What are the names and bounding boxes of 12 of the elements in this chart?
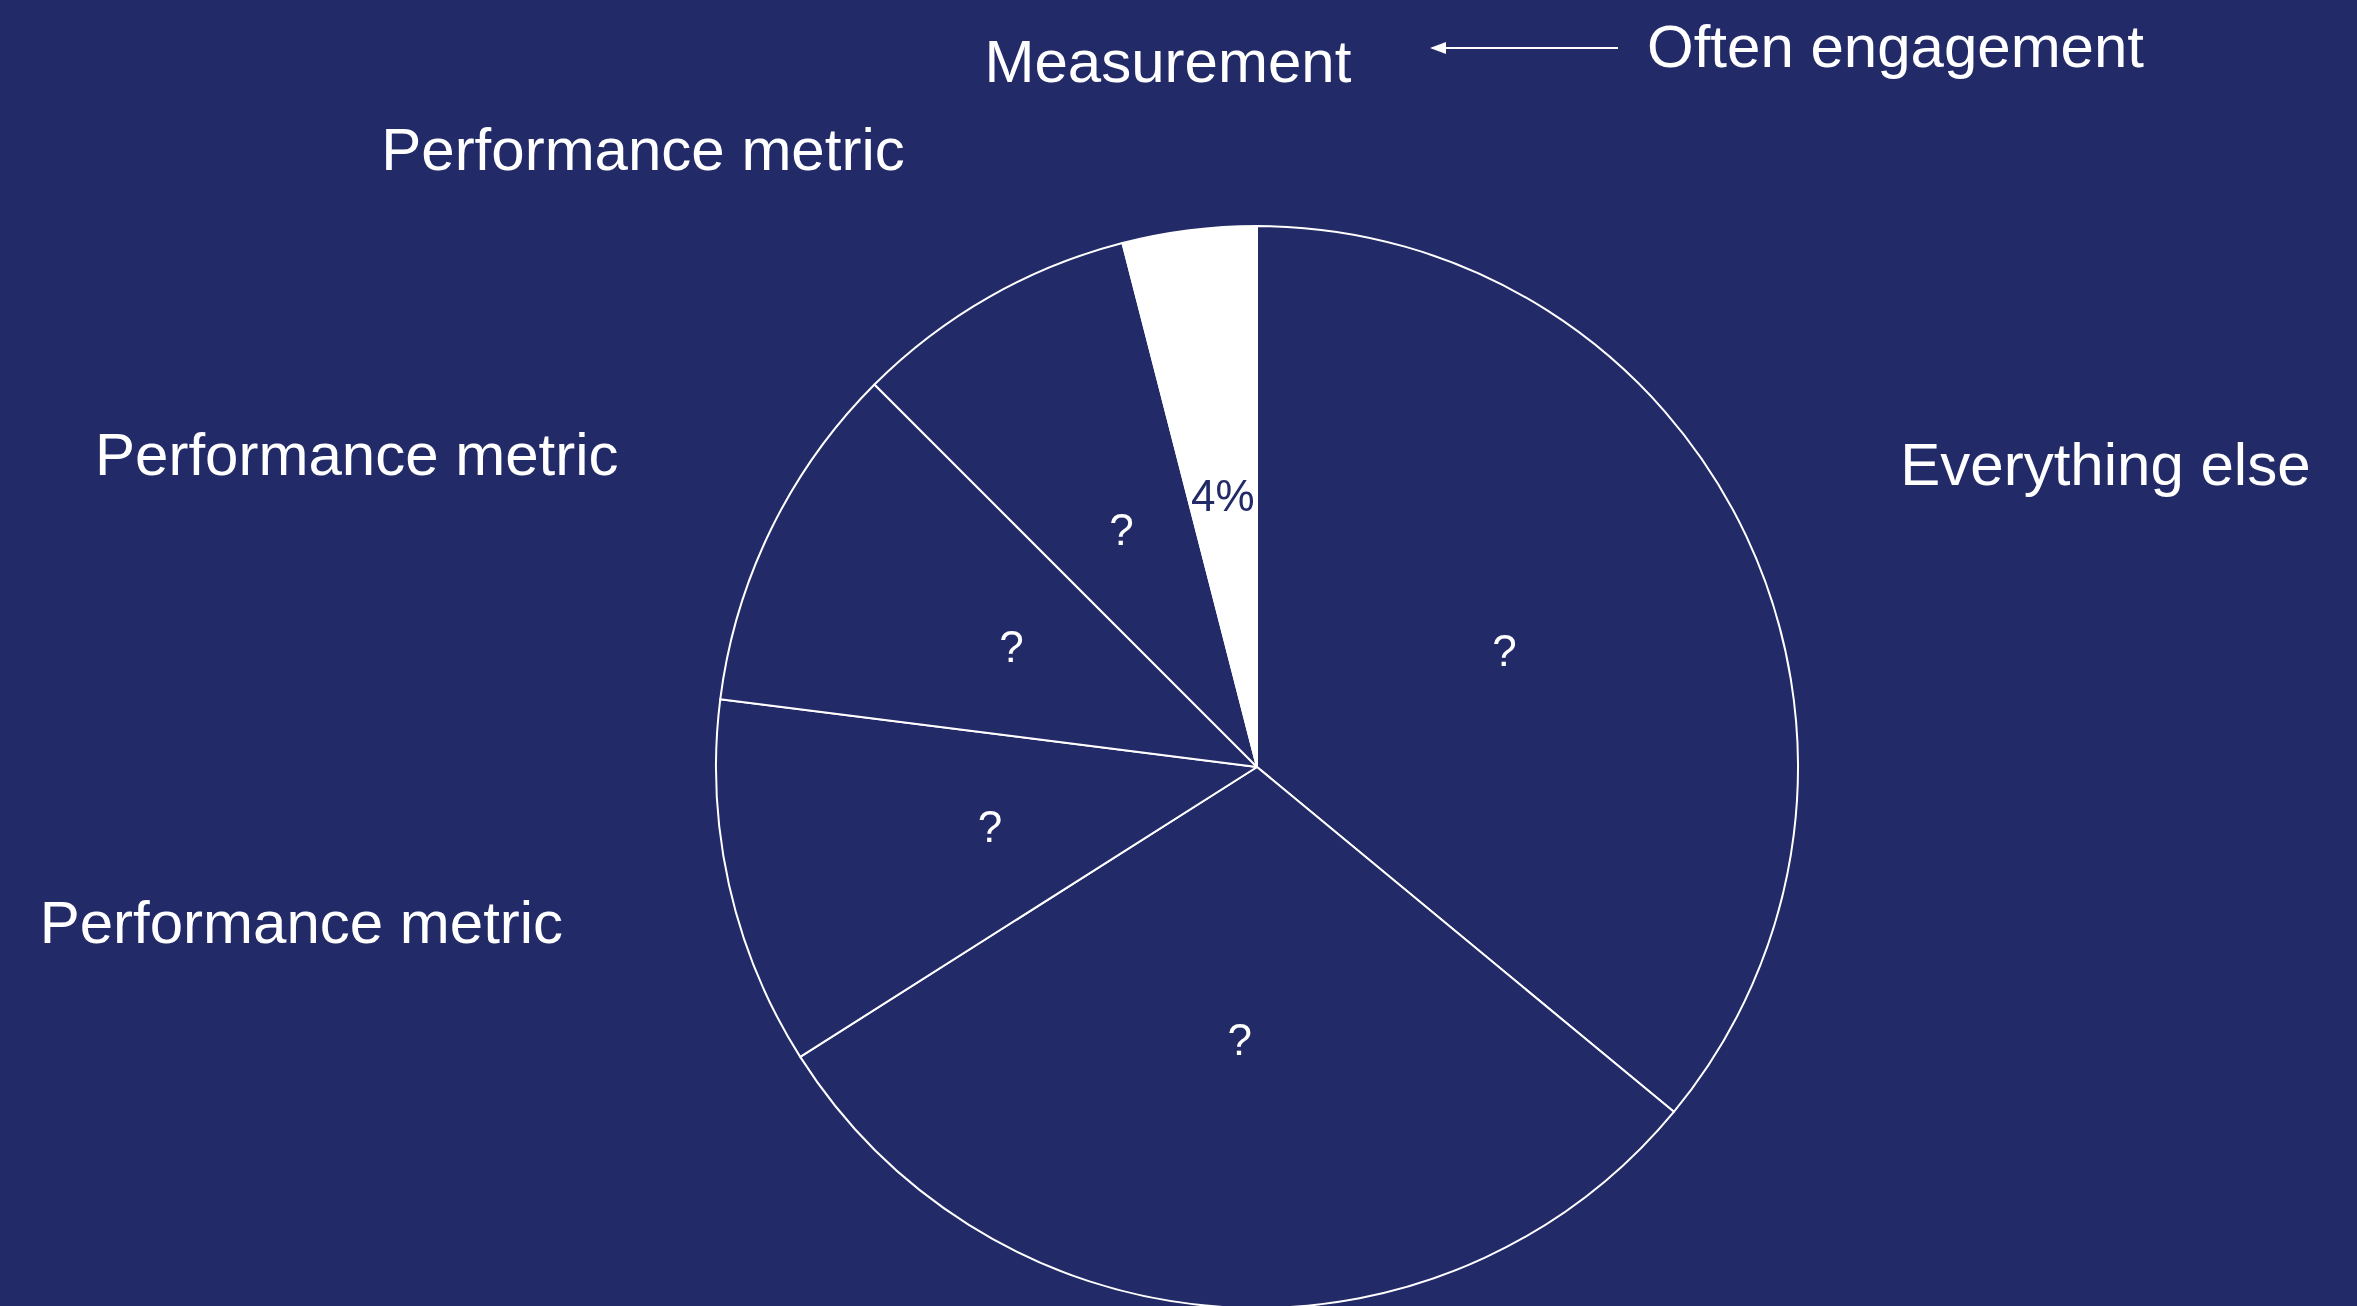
slice-label: Performance metric <box>381 115 905 183</box>
slice-label: Everything else <box>1900 430 2311 498</box>
slice-label: Performance metric <box>39 888 564 956</box>
text: Often engagement <box>1647 12 2145 81</box>
data-label: ? <box>977 802 1003 852</box>
data-label: 4% <box>1190 471 1255 521</box>
data-label: ? <box>1109 504 1134 554</box>
data-label: ? <box>1492 626 1517 676</box>
slice-label: Performance metric <box>95 420 619 488</box>
data-label: ? <box>999 622 1024 672</box>
data-label: ? <box>1227 1015 1253 1065</box>
legend-label: Measurement <box>984 28 1352 96</box>
